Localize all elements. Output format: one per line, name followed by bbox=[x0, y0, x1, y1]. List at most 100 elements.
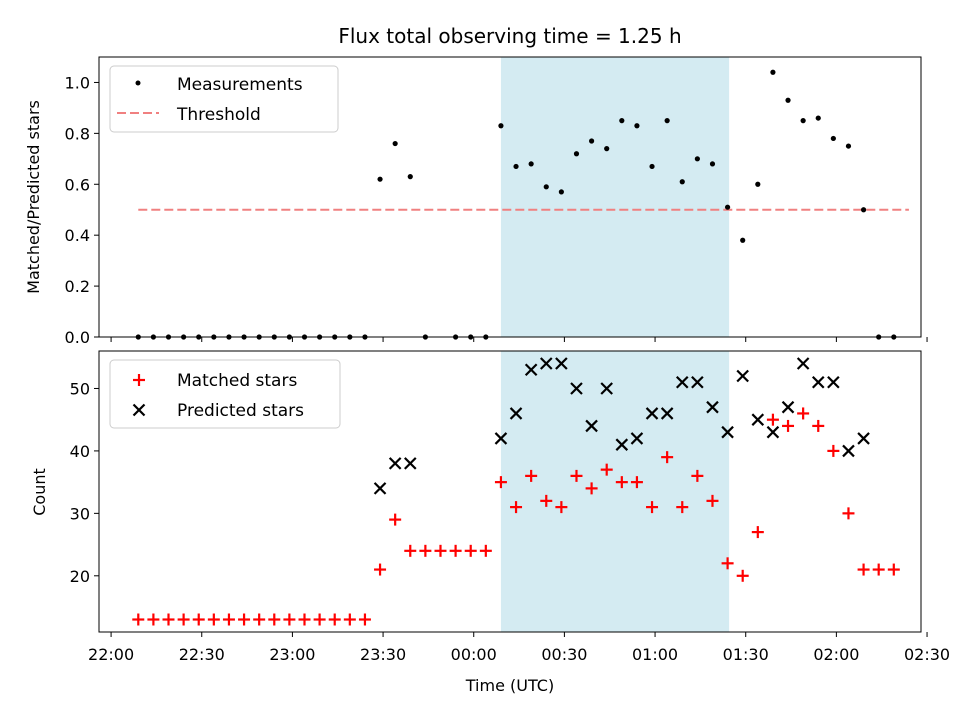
matched-star-point bbox=[192, 613, 205, 626]
matched-star-point bbox=[706, 494, 719, 507]
matched-star-point bbox=[253, 613, 266, 626]
x-axis-label: Time (UTC) bbox=[465, 676, 554, 695]
measurement-point bbox=[845, 143, 852, 149]
measurement-point bbox=[679, 179, 685, 185]
legend-threshold-label: Threshold bbox=[176, 105, 261, 125]
measurement-point bbox=[558, 189, 564, 195]
matched-star-point bbox=[449, 544, 462, 557]
matched-star-point bbox=[494, 476, 507, 489]
bottom-ytick-label: 50 bbox=[70, 379, 90, 398]
top-ylabel: Matched/Predicted stars bbox=[24, 100, 43, 294]
matched-star-point bbox=[827, 444, 840, 457]
predicted-star-point bbox=[766, 425, 780, 439]
legend-measurements-label: Measurements bbox=[177, 75, 303, 95]
legend-measurements-marker bbox=[135, 80, 141, 86]
matched-star-point bbox=[177, 613, 190, 626]
predicted-star-point bbox=[842, 444, 855, 458]
measurement-point bbox=[740, 237, 746, 243]
measurement-point bbox=[649, 163, 655, 170]
measurement-point bbox=[709, 161, 716, 167]
measurement-point bbox=[392, 140, 398, 147]
measurement-point bbox=[800, 118, 806, 124]
matched-star-point bbox=[464, 544, 477, 557]
legend-matched-marker bbox=[133, 374, 145, 386]
chart-title: Flux total observing time = 1.25 h bbox=[338, 24, 681, 48]
measurement-point bbox=[634, 123, 640, 129]
matched-star-point bbox=[691, 469, 704, 482]
matched-star-point bbox=[555, 501, 568, 514]
matched-star-point bbox=[646, 501, 659, 514]
matched-star-point bbox=[736, 569, 749, 582]
predicted-star-point bbox=[388, 457, 402, 470]
matched-star-point bbox=[661, 451, 674, 464]
measurement-point bbox=[724, 204, 731, 210]
bottom-ytick-label: 30 bbox=[70, 504, 90, 523]
xtick-label: 23:00 bbox=[269, 645, 315, 664]
predicted-star-point bbox=[615, 438, 629, 451]
top-ytick-label: 0.6 bbox=[65, 175, 90, 194]
matched-star-point bbox=[872, 563, 885, 576]
top-ytick-label: 0.8 bbox=[65, 124, 90, 143]
top-shaded-interval bbox=[500, 57, 730, 337]
measurement-point bbox=[815, 115, 821, 121]
xtick-label: 00:00 bbox=[451, 645, 497, 664]
predicted-star-point bbox=[570, 382, 583, 395]
matched-star-point bbox=[510, 501, 523, 514]
matched-star-point bbox=[358, 613, 371, 626]
bottom-ylabel: Count bbox=[30, 468, 49, 516]
matched-star-point bbox=[721, 557, 734, 570]
measurement-point bbox=[664, 118, 670, 124]
predicted-star-point bbox=[585, 419, 598, 433]
measurement-point bbox=[755, 181, 761, 187]
measurement-point bbox=[619, 118, 625, 124]
matched-star-point bbox=[328, 613, 341, 626]
bottom-legend: Matched stars Predicted stars bbox=[109, 359, 341, 429]
matched-star-point bbox=[842, 507, 855, 520]
matched-star-point bbox=[268, 613, 281, 626]
top-panel: 0.0 0.2 0.4 0.6 0.8 1.0 Matched/Predicted sta… bbox=[24, 56, 928, 347]
matched-star-point bbox=[222, 613, 235, 626]
predicted-star-point bbox=[781, 400, 795, 414]
measurement-point bbox=[785, 97, 791, 103]
predicted-star-point bbox=[827, 375, 840, 389]
top-ytick-label: 0.4 bbox=[65, 226, 90, 245]
matched-star-point bbox=[479, 544, 492, 557]
measurement-point bbox=[543, 184, 549, 190]
measurement-point bbox=[407, 174, 413, 180]
measurement-point bbox=[860, 207, 867, 213]
top-ytick-label: 1.0 bbox=[65, 73, 90, 92]
predicted-star-point bbox=[645, 407, 659, 420]
xtick-label: 01:30 bbox=[723, 645, 769, 664]
predicted-star-point bbox=[857, 432, 870, 445]
matched-star-point bbox=[857, 563, 870, 576]
matched-star-point bbox=[887, 563, 900, 576]
top-legend-box bbox=[109, 65, 339, 133]
predicted-star-point bbox=[660, 407, 674, 420]
matched-star-point bbox=[600, 463, 613, 476]
measurement-point bbox=[513, 163, 519, 170]
matched-star-point bbox=[238, 613, 251, 626]
measurement-point bbox=[377, 176, 383, 182]
measurement-point bbox=[588, 138, 595, 144]
matched-star-point bbox=[540, 494, 553, 507]
measurement-point bbox=[694, 156, 700, 162]
matched-star-point bbox=[419, 544, 432, 557]
matched-star-point bbox=[434, 544, 447, 557]
bottom-axes-frame bbox=[98, 350, 922, 633]
matched-star-point bbox=[207, 613, 220, 626]
measurement-point bbox=[604, 146, 610, 152]
predicted-star-point bbox=[509, 407, 523, 420]
matched-star-point bbox=[570, 469, 583, 482]
matched-star-point bbox=[630, 476, 643, 489]
measurement-point bbox=[830, 135, 836, 142]
matched-star-point bbox=[751, 526, 764, 539]
measurement-point bbox=[528, 161, 534, 167]
matched-star-point bbox=[132, 613, 145, 626]
matched-star-point bbox=[298, 613, 311, 626]
matched-star-point bbox=[812, 419, 825, 432]
legend-predicted-marker bbox=[132, 403, 146, 417]
xtick-label: 23:30 bbox=[360, 645, 406, 664]
predicted-star-point bbox=[539, 357, 553, 370]
predicted-star-point bbox=[675, 375, 689, 389]
